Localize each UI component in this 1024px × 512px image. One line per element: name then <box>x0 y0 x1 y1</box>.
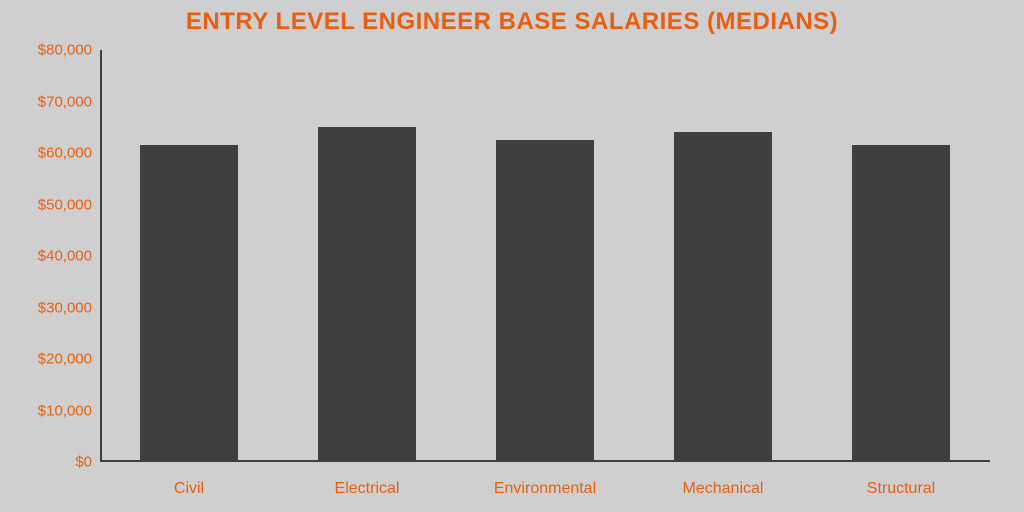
bar <box>852 145 950 462</box>
y-tick-label: $30,000 <box>22 299 92 316</box>
y-tick-label: $40,000 <box>22 248 92 265</box>
y-tick-label: $10,000 <box>22 402 92 419</box>
x-tick-label: Mechanical <box>683 480 764 498</box>
bar <box>674 132 772 462</box>
bar <box>496 140 594 462</box>
y-tick-label: $50,000 <box>22 196 92 213</box>
x-tick-label: Environmental <box>494 480 596 498</box>
y-tick-label: $0 <box>22 454 92 471</box>
y-tick-label: $20,000 <box>22 351 92 368</box>
plot-area: $0$10,000$20,000$30,000$40,000$50,000$60… <box>100 50 990 462</box>
bar <box>318 127 416 462</box>
y-tick-label: $70,000 <box>22 93 92 110</box>
x-tick-label: Civil <box>174 480 204 498</box>
chart-canvas: ENTRY LEVEL ENGINEER BASE SALARIES (MEDI… <box>0 0 1024 512</box>
y-tick-label: $80,000 <box>22 42 92 59</box>
x-tick-label: Structural <box>867 480 935 498</box>
y-tick-label: $60,000 <box>22 145 92 162</box>
x-tick-label: Electrical <box>335 480 400 498</box>
chart-title: ENTRY LEVEL ENGINEER BASE SALARIES (MEDI… <box>0 8 1024 36</box>
y-axis <box>100 50 102 462</box>
bar <box>140 145 238 462</box>
